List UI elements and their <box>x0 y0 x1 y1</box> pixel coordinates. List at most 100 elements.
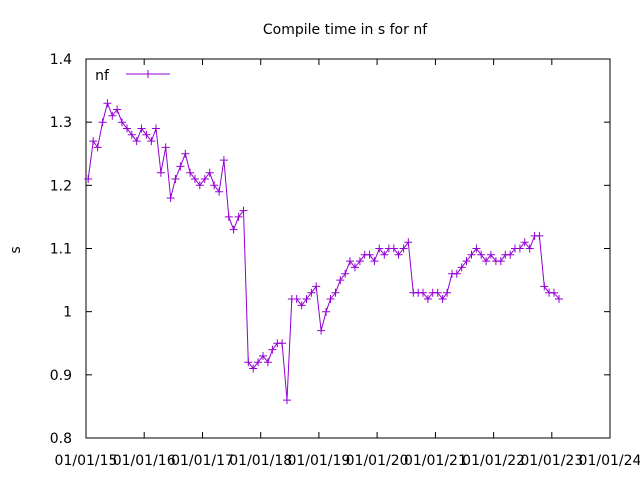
data-point <box>462 257 471 266</box>
data-point <box>515 244 524 253</box>
data-point <box>322 307 331 316</box>
data-point <box>350 263 359 272</box>
y-tick-label: 1.2 <box>50 178 72 194</box>
data-point <box>520 238 529 247</box>
data-point <box>142 130 151 139</box>
series-line <box>87 101 560 401</box>
data-point <box>249 364 258 373</box>
legend-marker <box>144 70 152 78</box>
data-point <box>394 250 403 259</box>
data-point <box>389 244 398 253</box>
data-point <box>540 282 549 291</box>
data-point <box>132 137 141 146</box>
data-point <box>166 194 175 202</box>
data-point <box>98 118 107 127</box>
data-point <box>355 257 364 266</box>
data-point <box>205 168 214 177</box>
data-point <box>341 269 350 278</box>
data-point <box>399 244 408 253</box>
data-point <box>370 257 379 266</box>
data-point <box>176 162 185 171</box>
legend: nf <box>95 68 170 84</box>
data-point <box>229 225 238 234</box>
data-point <box>147 137 156 146</box>
data-point <box>186 168 195 177</box>
data-point <box>118 118 126 127</box>
x-tick-label: 01/01/17 <box>171 453 234 469</box>
y-axis: 0.8 0.9 1 1.1 1.2 1.3 1.4 <box>50 52 610 447</box>
data-point <box>472 244 481 253</box>
data-point <box>283 396 291 405</box>
data-point <box>103 99 112 108</box>
data-point <box>171 175 180 183</box>
x-tick-label: 01/01/24 <box>579 453 640 469</box>
y-tick-label: 1.1 <box>50 242 72 258</box>
data-point <box>375 244 384 253</box>
data-point <box>482 257 491 266</box>
data-point <box>307 288 316 297</box>
x-tick-label: 01/01/20 <box>346 453 409 469</box>
data-point <box>259 351 267 360</box>
y-tick-label: 1.3 <box>50 115 72 131</box>
data-point <box>346 257 354 266</box>
data-point <box>113 105 122 114</box>
data-point <box>93 143 102 152</box>
data-point <box>326 295 335 303</box>
data-point <box>312 282 321 291</box>
data-point <box>550 288 558 297</box>
y-tick-label: 1.4 <box>50 52 72 68</box>
x-tick-label: 01/01/23 <box>520 453 583 469</box>
data-point <box>263 358 272 367</box>
data-point <box>152 124 160 133</box>
data-point <box>317 326 326 335</box>
data-point <box>268 345 277 354</box>
x-tick-label: 01/01/21 <box>404 453 467 469</box>
data-point <box>161 143 170 152</box>
legend-label: nf <box>95 68 110 84</box>
data-point <box>380 250 389 259</box>
data-point <box>127 130 136 139</box>
data-point <box>555 295 563 303</box>
x-tick-label: 01/01/22 <box>462 453 525 469</box>
data-point <box>457 263 466 272</box>
data-point <box>438 295 447 303</box>
data-point <box>156 168 165 177</box>
chart-title: Compile time in s for nf <box>263 22 428 38</box>
data-point <box>496 257 505 266</box>
y-tick-label: 0.8 <box>50 431 72 447</box>
x-tick-label: 01/01/15 <box>55 453 118 469</box>
data-point <box>292 295 301 303</box>
data-point <box>365 250 374 259</box>
data-point <box>419 288 427 297</box>
data-point <box>535 231 544 240</box>
data-point <box>254 358 262 367</box>
data-point <box>219 156 228 165</box>
data-point <box>433 288 442 297</box>
data-point <box>467 250 476 259</box>
data-point <box>525 244 534 253</box>
data-point <box>477 250 486 259</box>
x-axis: 01/01/1501/01/1601/01/1701/01/1801/01/19… <box>55 59 640 469</box>
x-tick-label: 01/01/16 <box>113 453 176 469</box>
data-point <box>224 212 233 221</box>
data-point <box>234 212 243 221</box>
data-point <box>423 295 432 303</box>
data-point <box>506 250 515 259</box>
data-point <box>215 187 224 196</box>
data-point <box>89 137 98 146</box>
series-nf <box>84 99 563 405</box>
data-point <box>443 288 452 297</box>
data-point <box>302 295 311 303</box>
data-point <box>297 301 306 310</box>
x-tick-label: 01/01/18 <box>229 453 292 469</box>
y-axis-label: s <box>8 246 24 253</box>
data-point <box>336 276 345 285</box>
data-point <box>84 175 93 183</box>
y-tick-label: 1 <box>63 305 72 321</box>
data-point <box>137 124 146 133</box>
data-point <box>278 339 287 348</box>
data-point <box>123 124 131 133</box>
data-point <box>239 206 248 215</box>
data-point <box>244 358 253 367</box>
